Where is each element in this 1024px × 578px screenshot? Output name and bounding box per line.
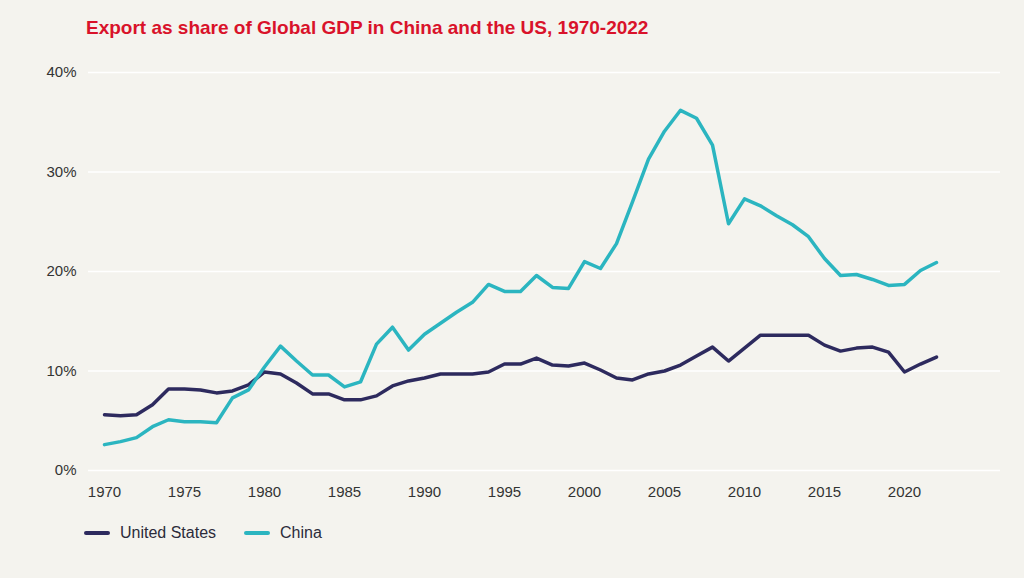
svg-text:1995: 1995 (488, 483, 521, 500)
svg-text:10%: 10% (46, 362, 76, 379)
svg-text:30%: 30% (46, 163, 76, 180)
html-text:Export as share of Global GDP: Export as share of Global GDP in China a… (86, 17, 649, 38)
html-text:United States: United States (120, 524, 217, 541)
svg-text:1970: 1970 (88, 483, 121, 500)
svg-text:20%: 20% (46, 262, 76, 279)
html-text:China: China (280, 524, 322, 541)
svg-text:1975: 1975 (168, 483, 201, 500)
svg-text:1990: 1990 (408, 483, 441, 500)
svg-text:0%: 0% (55, 461, 77, 478)
svg-text:2000: 2000 (568, 483, 601, 500)
svg-text:1985: 1985 (328, 483, 361, 500)
svg-text:2015: 2015 (808, 483, 841, 500)
svg-text:2020: 2020 (888, 483, 921, 500)
svg-text:1980: 1980 (248, 483, 281, 500)
svg-text:2010: 2010 (728, 483, 761, 500)
svg-text:40%: 40% (46, 63, 76, 80)
svg-text:2005: 2005 (648, 483, 681, 500)
